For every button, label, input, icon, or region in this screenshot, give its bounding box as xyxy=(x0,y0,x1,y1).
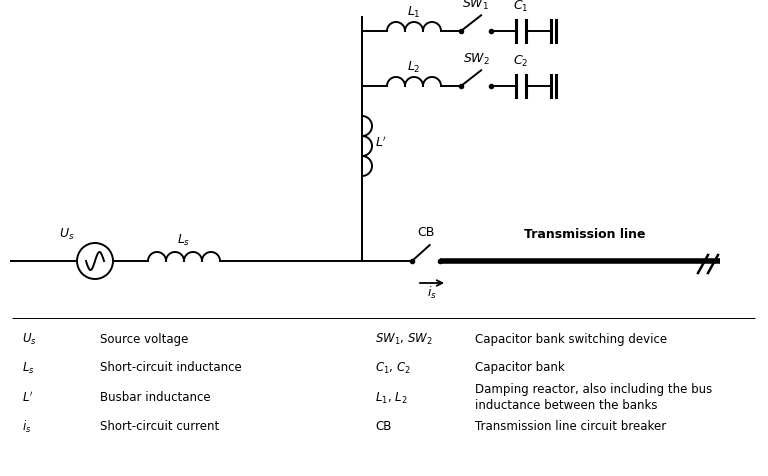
Text: Transmission line: Transmission line xyxy=(525,228,646,240)
Text: $SW_1$: $SW_1$ xyxy=(462,0,489,12)
Text: Short-circuit inductance: Short-circuit inductance xyxy=(100,361,242,374)
Text: Transmission line circuit breaker: Transmission line circuit breaker xyxy=(475,420,667,433)
Text: $L'$: $L'$ xyxy=(22,390,34,405)
Text: Busbar inductance: Busbar inductance xyxy=(100,391,210,404)
Text: $L_1$, $L_2$: $L_1$, $L_2$ xyxy=(375,390,408,405)
Text: Short-circuit current: Short-circuit current xyxy=(100,420,219,433)
Text: $SW_2$: $SW_2$ xyxy=(462,52,489,67)
Text: $L_2$: $L_2$ xyxy=(407,60,421,75)
Text: Capacitor bank: Capacitor bank xyxy=(475,361,564,374)
Text: Damping reactor, also including the bus: Damping reactor, also including the bus xyxy=(475,383,712,396)
Text: $U_s$: $U_s$ xyxy=(59,227,74,242)
Text: $L_1$: $L_1$ xyxy=(407,5,421,20)
Text: inductance between the banks: inductance between the banks xyxy=(475,399,657,412)
Text: $L_s$: $L_s$ xyxy=(22,360,35,375)
Text: $C_1$, $C_2$: $C_1$, $C_2$ xyxy=(375,360,411,375)
Text: $U_s$: $U_s$ xyxy=(22,331,37,346)
Text: CB: CB xyxy=(417,226,435,238)
Text: $C_2$: $C_2$ xyxy=(513,54,528,69)
Text: $L_s$: $L_s$ xyxy=(177,232,190,248)
Text: $i_s$: $i_s$ xyxy=(22,418,31,434)
Text: $i_s$: $i_s$ xyxy=(427,284,437,300)
Text: Capacitor bank switching device: Capacitor bank switching device xyxy=(475,332,667,345)
Text: $L'$: $L'$ xyxy=(375,135,387,149)
Text: $C_1$: $C_1$ xyxy=(513,0,528,14)
Text: Source voltage: Source voltage xyxy=(100,332,188,345)
Text: $SW_1$, $SW_2$: $SW_1$, $SW_2$ xyxy=(375,331,432,346)
Text: CB: CB xyxy=(375,420,392,433)
